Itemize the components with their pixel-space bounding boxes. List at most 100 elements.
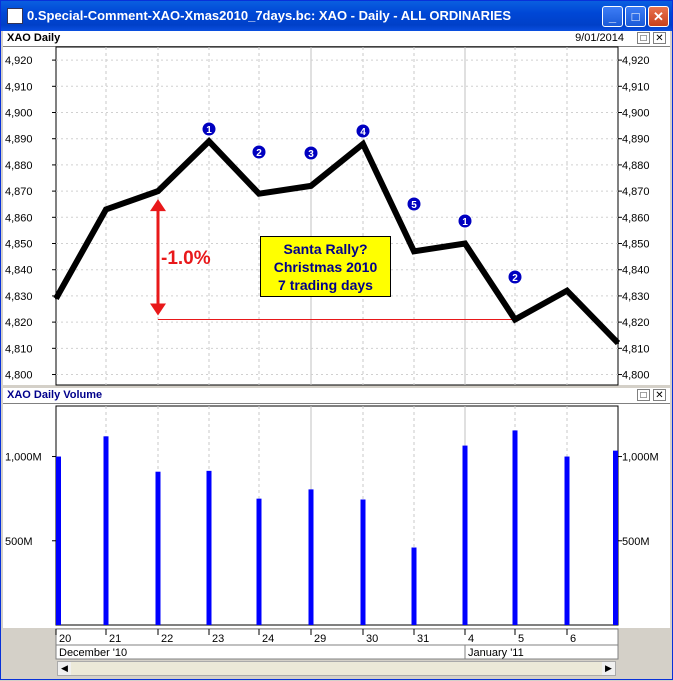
wave-marker xyxy=(251,144,267,160)
wave-marker-label: 2 xyxy=(256,148,262,159)
x-tick-label: 24 xyxy=(262,633,274,645)
price-plot-frame xyxy=(55,46,619,386)
volume-bar xyxy=(308,489,314,625)
price-point xyxy=(55,297,57,300)
volume-panel-maximize-button[interactable]: □ xyxy=(637,389,650,401)
price-ytick-label-right: 4,870 xyxy=(622,186,650,198)
price-point xyxy=(464,242,466,245)
scroll-left-arrow-icon[interactable]: ◀ xyxy=(58,662,71,675)
volume-ytick-label-left: 1,000M xyxy=(5,452,42,464)
price-point xyxy=(208,140,210,143)
x-axis-area xyxy=(55,628,619,660)
price-panel-date: 9/01/2014 xyxy=(575,32,624,44)
price-line xyxy=(53,137,621,346)
wave-marker-label: 3 xyxy=(308,149,314,160)
price-point xyxy=(157,190,159,193)
panel-close-button[interactable]: ✕ xyxy=(653,32,666,44)
volume-bar xyxy=(206,470,212,625)
wave-marker xyxy=(355,123,371,139)
title-bar[interactable]: 0.Special-Comment-XAO-Xmas2010_7days.bc:… xyxy=(1,1,672,31)
price-ytick-label-left: 4,830 xyxy=(5,291,33,303)
price-ytick-label-left: 4,910 xyxy=(5,81,33,93)
month-label-jan: January '11 xyxy=(468,647,524,659)
price-ytick-label-right: 4,900 xyxy=(622,108,650,120)
x-tick-label: 29 xyxy=(314,633,326,645)
x-tick-label: 5 xyxy=(518,633,524,645)
price-ytick-label-left: 4,840 xyxy=(5,265,33,277)
volume-bar xyxy=(613,450,618,625)
price-point xyxy=(413,250,415,253)
price-ytick-label-left: 4,800 xyxy=(5,370,33,382)
annotation-box: Santa Rally? Christmas 2010 7 trading da… xyxy=(260,236,391,297)
price-ytick-label-left: 4,820 xyxy=(5,317,33,329)
volume-plot-frame xyxy=(55,405,619,626)
volume-bar xyxy=(462,445,468,625)
price-panel-label: XAO Daily xyxy=(7,32,61,44)
price-ytick-label-right: 4,820 xyxy=(622,317,650,329)
volume-bar xyxy=(155,471,161,625)
maximize-button[interactable]: □ xyxy=(625,6,646,27)
volume-bar xyxy=(564,456,570,625)
close-button[interactable]: ✕ xyxy=(648,6,669,27)
wave-marker xyxy=(406,196,422,212)
price-ytick-label-left: 4,900 xyxy=(5,108,33,120)
minimize-button[interactable]: _ xyxy=(602,6,623,27)
volume-bar xyxy=(256,498,262,625)
volume-ytick-label-right: 500M xyxy=(622,536,650,548)
decline-arrow-down-head xyxy=(150,303,166,316)
annotation-line-2: Christmas 2010 xyxy=(273,259,378,275)
price-point xyxy=(105,208,107,211)
horizontal-scrollbar[interactable]: ◀ ▶ xyxy=(57,661,616,676)
price-ytick-label-right: 4,830 xyxy=(622,291,650,303)
price-ytick-label-left: 4,880 xyxy=(5,160,33,172)
wave-marker xyxy=(457,213,473,229)
price-ytick-label-right: 4,890 xyxy=(622,134,650,146)
volume-bar xyxy=(360,499,366,625)
panel-maximize-button[interactable]: □ xyxy=(637,32,650,44)
x-tick-label: 23 xyxy=(212,633,224,645)
volume-panel-header: XAO Daily Volume □ ✕ xyxy=(3,388,670,404)
percent-change-label: -1.0% xyxy=(161,248,211,269)
price-ytick-label-right: 4,910 xyxy=(622,81,650,93)
volume-panel-label: XAO Daily Volume xyxy=(7,389,103,401)
price-ytick-label-left: 4,920 xyxy=(5,55,33,67)
price-ytick-label-right: 4,810 xyxy=(622,343,650,355)
annotation-line-3: 7 trading days xyxy=(278,277,373,293)
x-tick-label: 4 xyxy=(468,633,474,645)
wave-marker-label: 1 xyxy=(206,125,212,136)
price-point xyxy=(258,192,260,195)
price-point xyxy=(310,184,312,187)
annotation-line-1: Santa Rally? xyxy=(283,241,368,257)
wave-marker-label: 5 xyxy=(411,200,417,211)
wave-marker xyxy=(507,269,523,285)
x-tick-label: 31 xyxy=(417,633,429,645)
app-icon xyxy=(7,8,23,24)
x-tick-label: 22 xyxy=(161,633,173,645)
volume-panel: XAO Daily Volume □ ✕ xyxy=(3,388,670,628)
month-label-dec: December '10 xyxy=(59,647,127,659)
wave-marker xyxy=(201,121,217,137)
price-ytick-label-right: 4,860 xyxy=(622,212,650,224)
x-tick-label: 21 xyxy=(109,633,121,645)
price-point xyxy=(362,142,364,145)
x-tick-label: 6 xyxy=(570,633,576,645)
price-ytick-label-right: 4,850 xyxy=(622,239,650,251)
volume-bar xyxy=(512,430,518,625)
window-title: 0.Special-Comment-XAO-Xmas2010_7days.bc:… xyxy=(27,8,512,23)
x-tick-label: 20 xyxy=(59,633,71,645)
volume-bar xyxy=(411,547,417,625)
price-ytick-label-right: 4,880 xyxy=(622,160,650,172)
decline-arrow-up-head xyxy=(150,199,166,212)
price-ytick-label-right: 4,800 xyxy=(622,370,650,382)
volume-ytick-label-left: 500M xyxy=(5,536,33,548)
wave-marker-label: 2 xyxy=(512,273,518,284)
wave-marker-label: 4 xyxy=(360,127,366,138)
volume-bar xyxy=(103,436,109,625)
wave-marker-label: 1 xyxy=(462,217,468,228)
price-ytick-label-right: 4,920 xyxy=(622,55,650,67)
scroll-right-arrow-icon[interactable]: ▶ xyxy=(602,662,615,675)
volume-panel-close-button[interactable]: ✕ xyxy=(653,389,666,401)
price-ytick-label-left: 4,870 xyxy=(5,186,33,198)
